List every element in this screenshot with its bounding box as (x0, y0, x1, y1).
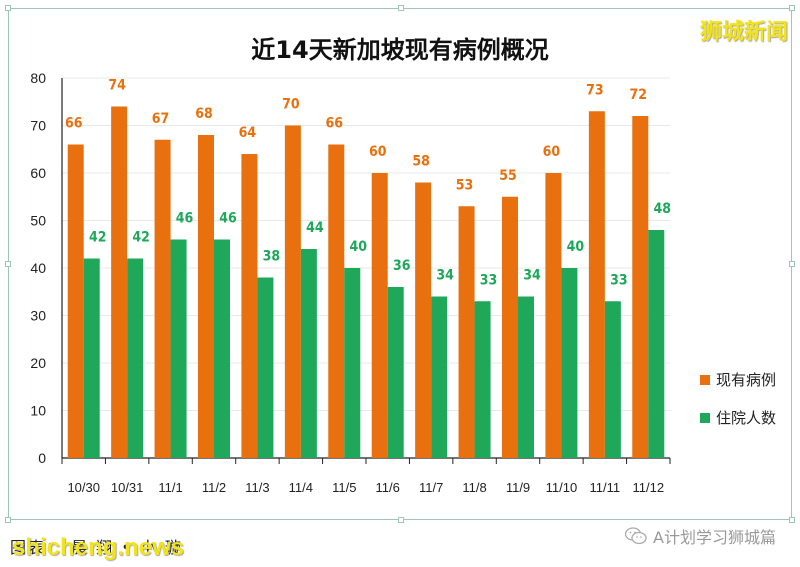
y-tick-label: 30 (30, 308, 46, 324)
x-tick-label: 11/11 (590, 480, 621, 495)
y-tick-label: 40 (30, 260, 46, 276)
bar-hospitalised[interactable] (518, 296, 534, 459)
x-tick-label: 11/3 (245, 480, 269, 495)
data-label-current-cases: 72 (630, 87, 648, 103)
data-label-hospitalised: 38 (263, 249, 281, 265)
bar-current-cases[interactable] (415, 182, 432, 459)
chart-credit: 图表： 晨 翔 • 小 璇 (10, 538, 183, 557)
x-tick-label: 11/12 (632, 480, 664, 495)
bar-current-cases[interactable] (154, 139, 171, 458)
x-tick-label: 11/6 (376, 480, 400, 495)
bar-current-cases[interactable] (371, 173, 388, 458)
y-tick-label: 50 (30, 213, 46, 229)
bar-hospitalised[interactable] (127, 258, 144, 459)
data-label-current-cases: 60 (543, 144, 561, 160)
bar-current-cases[interactable] (502, 196, 518, 458)
bar-current-cases[interactable] (588, 111, 605, 458)
y-tick-label: 60 (30, 165, 46, 181)
data-label-hospitalised: 33 (480, 272, 498, 288)
x-tick-label: 11/1 (158, 480, 182, 495)
bar-hospitalised[interactable] (648, 230, 665, 458)
legend-label: 住院人数 (716, 409, 776, 427)
data-label-hospitalised: 34 (523, 268, 541, 284)
y-tick-label: 70 (30, 118, 46, 134)
x-tick-label: 11/10 (546, 480, 578, 495)
x-tick-label: 10/30 (67, 480, 100, 495)
legend-label: 现有病例 (716, 371, 776, 389)
y-tick-label: 0 (38, 450, 46, 466)
data-label-hospitalised: 44 (306, 220, 324, 236)
bar-hospitalised[interactable] (257, 277, 274, 459)
wechat-icon (625, 527, 647, 545)
bar-current-cases[interactable] (241, 154, 258, 458)
data-label-current-cases: 64 (239, 125, 257, 141)
data-label-current-cases: 74 (108, 78, 126, 94)
data-label-current-cases: 53 (456, 177, 474, 193)
bar-current-cases[interactable] (111, 106, 128, 459)
bar-hospitalised[interactable] (300, 249, 317, 458)
resize-handle[interactable] (5, 5, 11, 11)
data-label-hospitalised: 48 (654, 201, 672, 217)
bar-current-cases[interactable] (632, 116, 649, 458)
data-label-hospitalised: 36 (393, 258, 411, 274)
y-tick-label: 80 (30, 70, 46, 86)
resize-handle[interactable] (398, 517, 404, 523)
resize-handle[interactable] (789, 5, 795, 11)
data-label-hospitalised: 34 (436, 268, 454, 284)
bar-current-cases[interactable] (458, 206, 475, 458)
x-tick-label: 11/4 (289, 480, 313, 495)
data-label-current-cases: 70 (282, 97, 300, 113)
x-tick-label: 11/8 (462, 480, 486, 495)
bar-current-cases[interactable] (545, 173, 562, 458)
site-watermark: shicheng.news (12, 534, 185, 561)
data-label-hospitalised: 46 (176, 211, 194, 227)
data-label-hospitalised: 42 (132, 230, 150, 246)
bar-hospitalised[interactable] (214, 239, 230, 459)
data-label-current-cases: 55 (499, 168, 517, 184)
data-label-current-cases: 60 (369, 144, 387, 160)
data-label-current-cases: 73 (586, 82, 604, 98)
resize-handle[interactable] (5, 517, 11, 523)
data-label-hospitalised: 40 (567, 239, 585, 255)
legend-swatch (700, 413, 710, 423)
bar-hospitalised[interactable] (474, 301, 491, 458)
x-tick-label: 11/7 (419, 480, 443, 495)
bar-hospitalised[interactable] (170, 239, 187, 459)
bar-current-cases[interactable] (198, 135, 214, 458)
bar-hospitalised[interactable] (604, 301, 621, 458)
x-tick-label: 10/31 (111, 480, 144, 495)
x-tick-label: 11/5 (332, 480, 356, 495)
x-tick-label: 11/2 (202, 480, 226, 495)
legend-swatch (700, 375, 710, 385)
bar-hospitalised[interactable] (344, 268, 361, 458)
bar-hospitalised[interactable] (387, 287, 404, 458)
data-label-current-cases: 67 (152, 111, 170, 127)
chart-title: 近14天新加坡现有病例概况 (251, 36, 548, 64)
bar-current-cases[interactable] (67, 144, 84, 459)
wechat-account[interactable]: A计划学习狮城篇 (625, 524, 776, 548)
data-label-hospitalised: 40 (350, 239, 368, 255)
data-label-current-cases: 68 (195, 106, 213, 122)
bar-current-cases[interactable] (328, 144, 345, 459)
wechat-account-label: A计划学习狮城篇 (653, 528, 776, 547)
y-tick-label: 10 (30, 403, 46, 419)
resize-handle[interactable] (789, 517, 795, 523)
x-tick-label: 11/9 (506, 480, 530, 495)
data-label-hospitalised: 46 (219, 211, 237, 227)
data-label-current-cases: 66 (326, 116, 344, 132)
data-label-hospitalised: 42 (89, 230, 107, 246)
bar-current-cases[interactable] (284, 125, 301, 459)
bar-hospitalised[interactable] (431, 296, 448, 459)
data-label-current-cases: 66 (65, 116, 83, 132)
resize-handle[interactable] (398, 5, 404, 11)
resize-handle[interactable] (5, 261, 11, 267)
brand-logo: 狮城新闻 (699, 20, 788, 45)
data-label-current-cases: 58 (412, 154, 430, 170)
bar-hospitalised[interactable] (83, 258, 100, 459)
bar-hospitalised[interactable] (561, 268, 578, 458)
data-label-hospitalised: 33 (610, 272, 628, 288)
resize-handle[interactable] (789, 261, 795, 267)
y-tick-label: 20 (30, 355, 46, 371)
